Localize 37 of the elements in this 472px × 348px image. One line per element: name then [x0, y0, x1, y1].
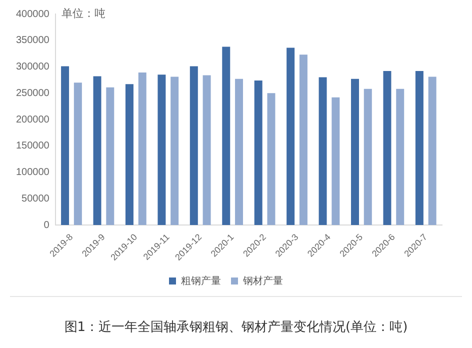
bar [138, 72, 146, 226]
y-tick-label: 400000 [16, 8, 50, 20]
bar [299, 54, 308, 226]
bar [125, 84, 134, 226]
bar [170, 76, 179, 226]
y-tick-label: 350000 [16, 35, 50, 46]
bar [158, 74, 166, 226]
legend-label: 钢材产量 [242, 274, 283, 287]
bar [332, 97, 340, 226]
y-tick-label: 250000 [16, 88, 50, 99]
bar [383, 70, 392, 226]
bar [396, 88, 404, 226]
bar [235, 78, 244, 226]
bar [106, 87, 114, 226]
bar [61, 66, 70, 226]
legend-label: 粗钢产量 [181, 274, 221, 287]
y-tick-label: 50000 [22, 193, 50, 204]
bar [415, 70, 424, 226]
y-axis-title: 单位：吨 [61, 6, 106, 20]
bar [267, 93, 276, 226]
text: 图1：近一年全国轴承钢粗钢、钢材产量变化情况(单位：吨) [63, 319, 409, 336]
bar [202, 75, 211, 226]
bar [254, 80, 262, 226]
bar [351, 78, 360, 226]
bar [74, 82, 82, 226]
y-tick-label: 100000 [16, 167, 50, 178]
bar [190, 66, 198, 226]
bar [318, 77, 327, 226]
bar [93, 76, 102, 226]
y-tick-label: 0 [44, 220, 50, 231]
y-tick-label: 200000 [16, 114, 50, 126]
bar [428, 76, 436, 226]
bar [222, 46, 230, 226]
bar [364, 88, 372, 226]
bar [286, 48, 295, 226]
y-tick-label: 300000 [16, 62, 50, 72]
y-tick-label: 150000 [16, 140, 50, 152]
